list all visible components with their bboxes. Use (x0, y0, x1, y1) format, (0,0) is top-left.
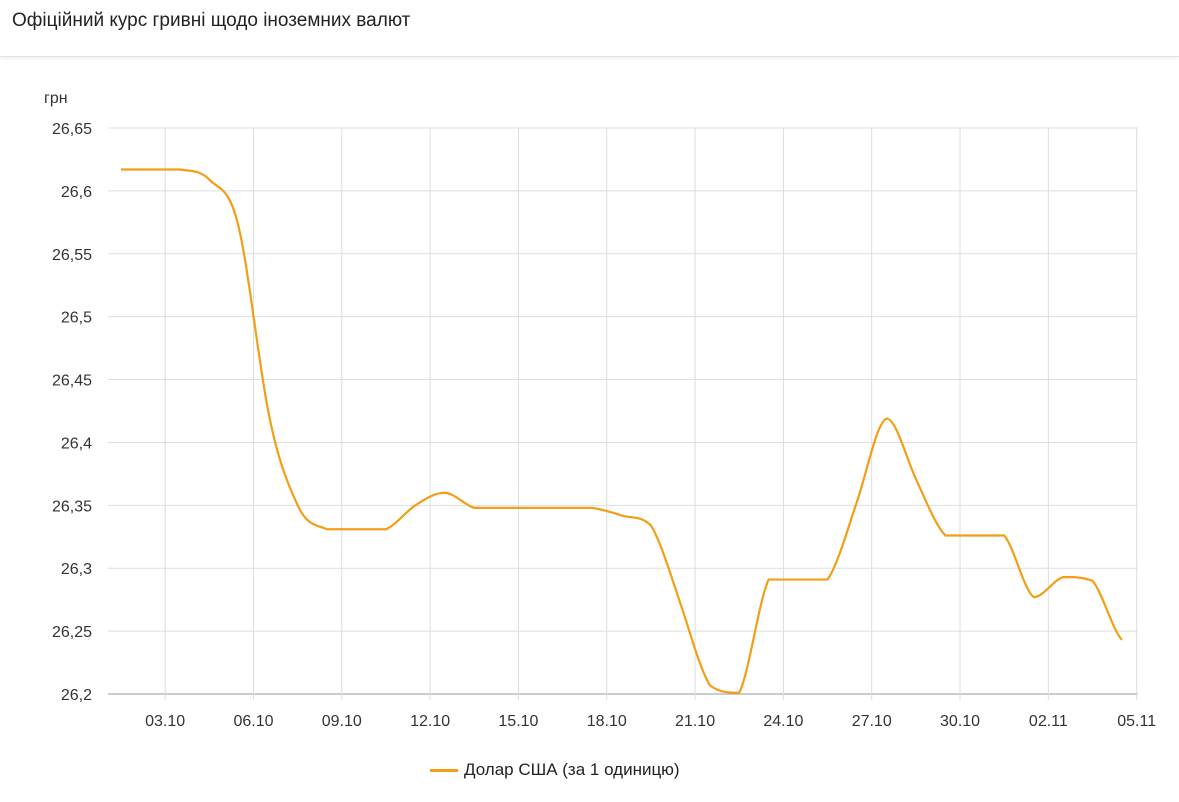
legend-label: Долар США (за 1 одиницю) (464, 760, 680, 779)
x-tick-label: 09.10 (322, 713, 362, 730)
y-tick-label: 26,35 (52, 498, 92, 515)
y-tick-label: 26,5 (61, 310, 92, 327)
x-tick-label: 30.10 (940, 713, 980, 730)
page-title: Офіційний курс гривні щодо іноземних вал… (12, 10, 411, 31)
y-tick-label: 26,55 (52, 247, 92, 264)
y-axis-label: грн (44, 90, 68, 107)
y-tick-label: 26,4 (61, 435, 92, 452)
x-tick-label: 21.10 (675, 713, 715, 730)
line-chart: грн 26,65 26,6 26,55 26,5 26,45 26,4 26,35 26,3 2… (44, 90, 1156, 730)
x-tick-label: 12.10 (410, 713, 450, 730)
x-tick-label: 06.10 (233, 713, 273, 730)
x-tick-label: 02.11 (1029, 713, 1068, 730)
y-tick-label: 26,2 (61, 687, 92, 704)
x-tick-label: 05.11 (1117, 713, 1156, 730)
x-tick-label: 24.10 (763, 713, 803, 730)
header (0, 0, 1179, 57)
y-tick-label: 26,3 (61, 561, 92, 578)
x-tick-label: 27.10 (852, 713, 892, 730)
y-tick-label: 26,65 (52, 121, 92, 138)
x-tick-label: 18.10 (587, 713, 627, 730)
series-line-usd (121, 168, 1123, 694)
x-tick-label: 15.10 (498, 713, 538, 730)
x-tick-label: 03.10 (145, 713, 185, 730)
legend-swatch (430, 768, 458, 772)
y-tick-label: 26,45 (52, 373, 92, 390)
legend[interactable]: Долар США (за 1 одиницю) (430, 760, 680, 780)
y-tick-label: 26,25 (52, 624, 92, 641)
y-tick-label: 26,6 (61, 184, 92, 201)
